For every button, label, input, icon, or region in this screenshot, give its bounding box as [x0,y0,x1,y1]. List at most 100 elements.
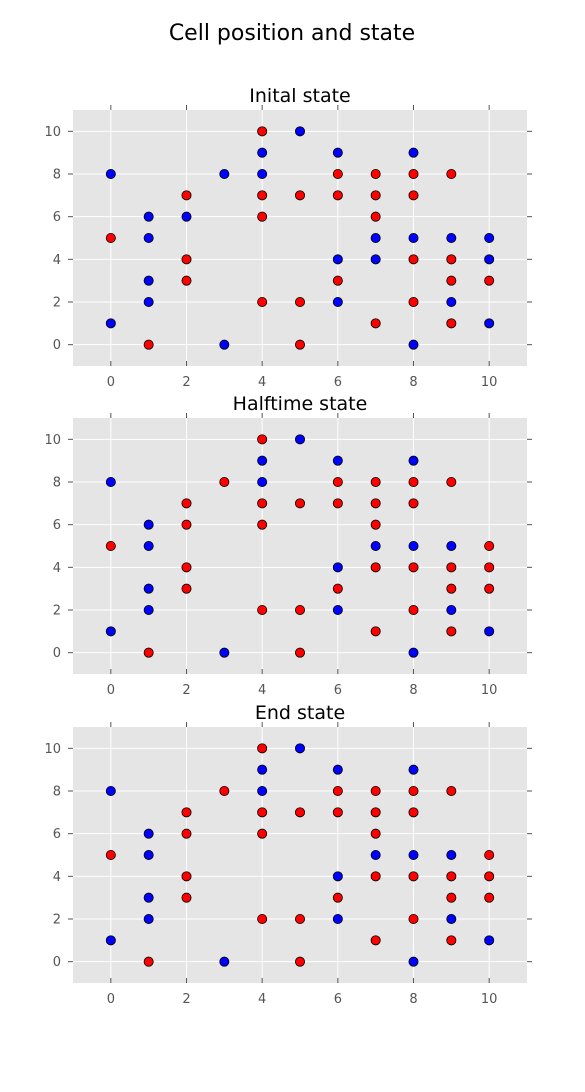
data-point [408,296,419,307]
y-tick-label: 4 [53,870,61,885]
y-tick-label: 2 [53,296,61,311]
data-point [446,935,457,946]
data-point [408,914,419,925]
data-point [370,562,381,573]
data-point [408,562,419,573]
data-point [143,232,154,243]
data-point [408,647,419,658]
data-point [181,254,192,265]
data-point [257,455,268,466]
data-point [181,519,192,530]
data-point [370,807,381,818]
x-tick-label: 4 [258,375,266,390]
x-tick-label: 6 [334,375,342,390]
data-point [332,914,343,925]
data-point [332,147,343,158]
data-point [484,626,495,637]
data-point [105,476,116,487]
x-tick-label: 6 [334,683,342,698]
data-point [257,434,268,445]
data-point [408,605,419,616]
plot-area [73,727,527,983]
data-point [446,254,457,265]
data-point [408,168,419,179]
data-point [408,807,419,818]
x-tick-label: 2 [182,375,190,390]
data-point [143,892,154,903]
y-tick-label: 10 [44,125,61,140]
data-point [370,935,381,946]
data-point [484,892,495,903]
y-tick-label: 8 [53,476,61,491]
data-point [143,828,154,839]
data-point [332,562,343,573]
data-point [332,476,343,487]
data-point [370,871,381,882]
data-point [257,168,268,179]
data-point [408,764,419,775]
y-tick-label: 8 [53,168,61,183]
data-point [370,232,381,243]
data-point [446,786,457,797]
data-point [257,190,268,201]
x-tick-label: 8 [409,992,417,1007]
data-point [370,190,381,201]
x-tick-label: 10 [481,375,498,390]
data-point [257,147,268,158]
data-point [105,850,116,861]
data-point [181,211,192,222]
data-point [408,190,419,201]
data-point [446,871,457,882]
data-point [257,296,268,307]
plot-area [73,110,527,366]
data-point [484,935,495,946]
data-point [257,807,268,818]
data-point [408,541,419,552]
y-tick-label: 0 [53,955,61,970]
data-point [370,626,381,637]
x-tick-label: 8 [409,375,417,390]
data-point [143,647,154,658]
data-point [370,168,381,179]
y-tick-label: 8 [53,785,61,800]
data-point [332,455,343,466]
data-point [446,562,457,573]
data-point [332,275,343,286]
data-point [105,786,116,797]
data-point [143,519,154,530]
data-point [484,541,495,552]
y-tick-label: 10 [44,742,61,757]
data-point [370,850,381,861]
data-point [181,807,192,818]
data-point [219,339,230,350]
data-point [181,275,192,286]
y-tick-label: 4 [53,253,61,268]
data-point [257,743,268,754]
data-point [181,562,192,573]
panel-title: End state [255,702,345,724]
data-point [181,892,192,903]
data-point [143,275,154,286]
data-point [143,339,154,350]
data-point [446,275,457,286]
data-point [143,541,154,552]
data-point [294,339,305,350]
data-point [408,147,419,158]
data-point [332,168,343,179]
data-point [332,498,343,509]
data-point [143,211,154,222]
x-tick-label: 0 [107,375,115,390]
data-point [370,318,381,329]
y-tick-label: 4 [53,561,61,576]
data-point [370,211,381,222]
x-tick-label: 8 [409,683,417,698]
data-point [446,914,457,925]
x-tick-label: 2 [182,992,190,1007]
data-point [446,232,457,243]
data-point [294,434,305,445]
data-point [143,850,154,861]
data-point [294,743,305,754]
data-point [446,605,457,616]
data-point [219,168,230,179]
